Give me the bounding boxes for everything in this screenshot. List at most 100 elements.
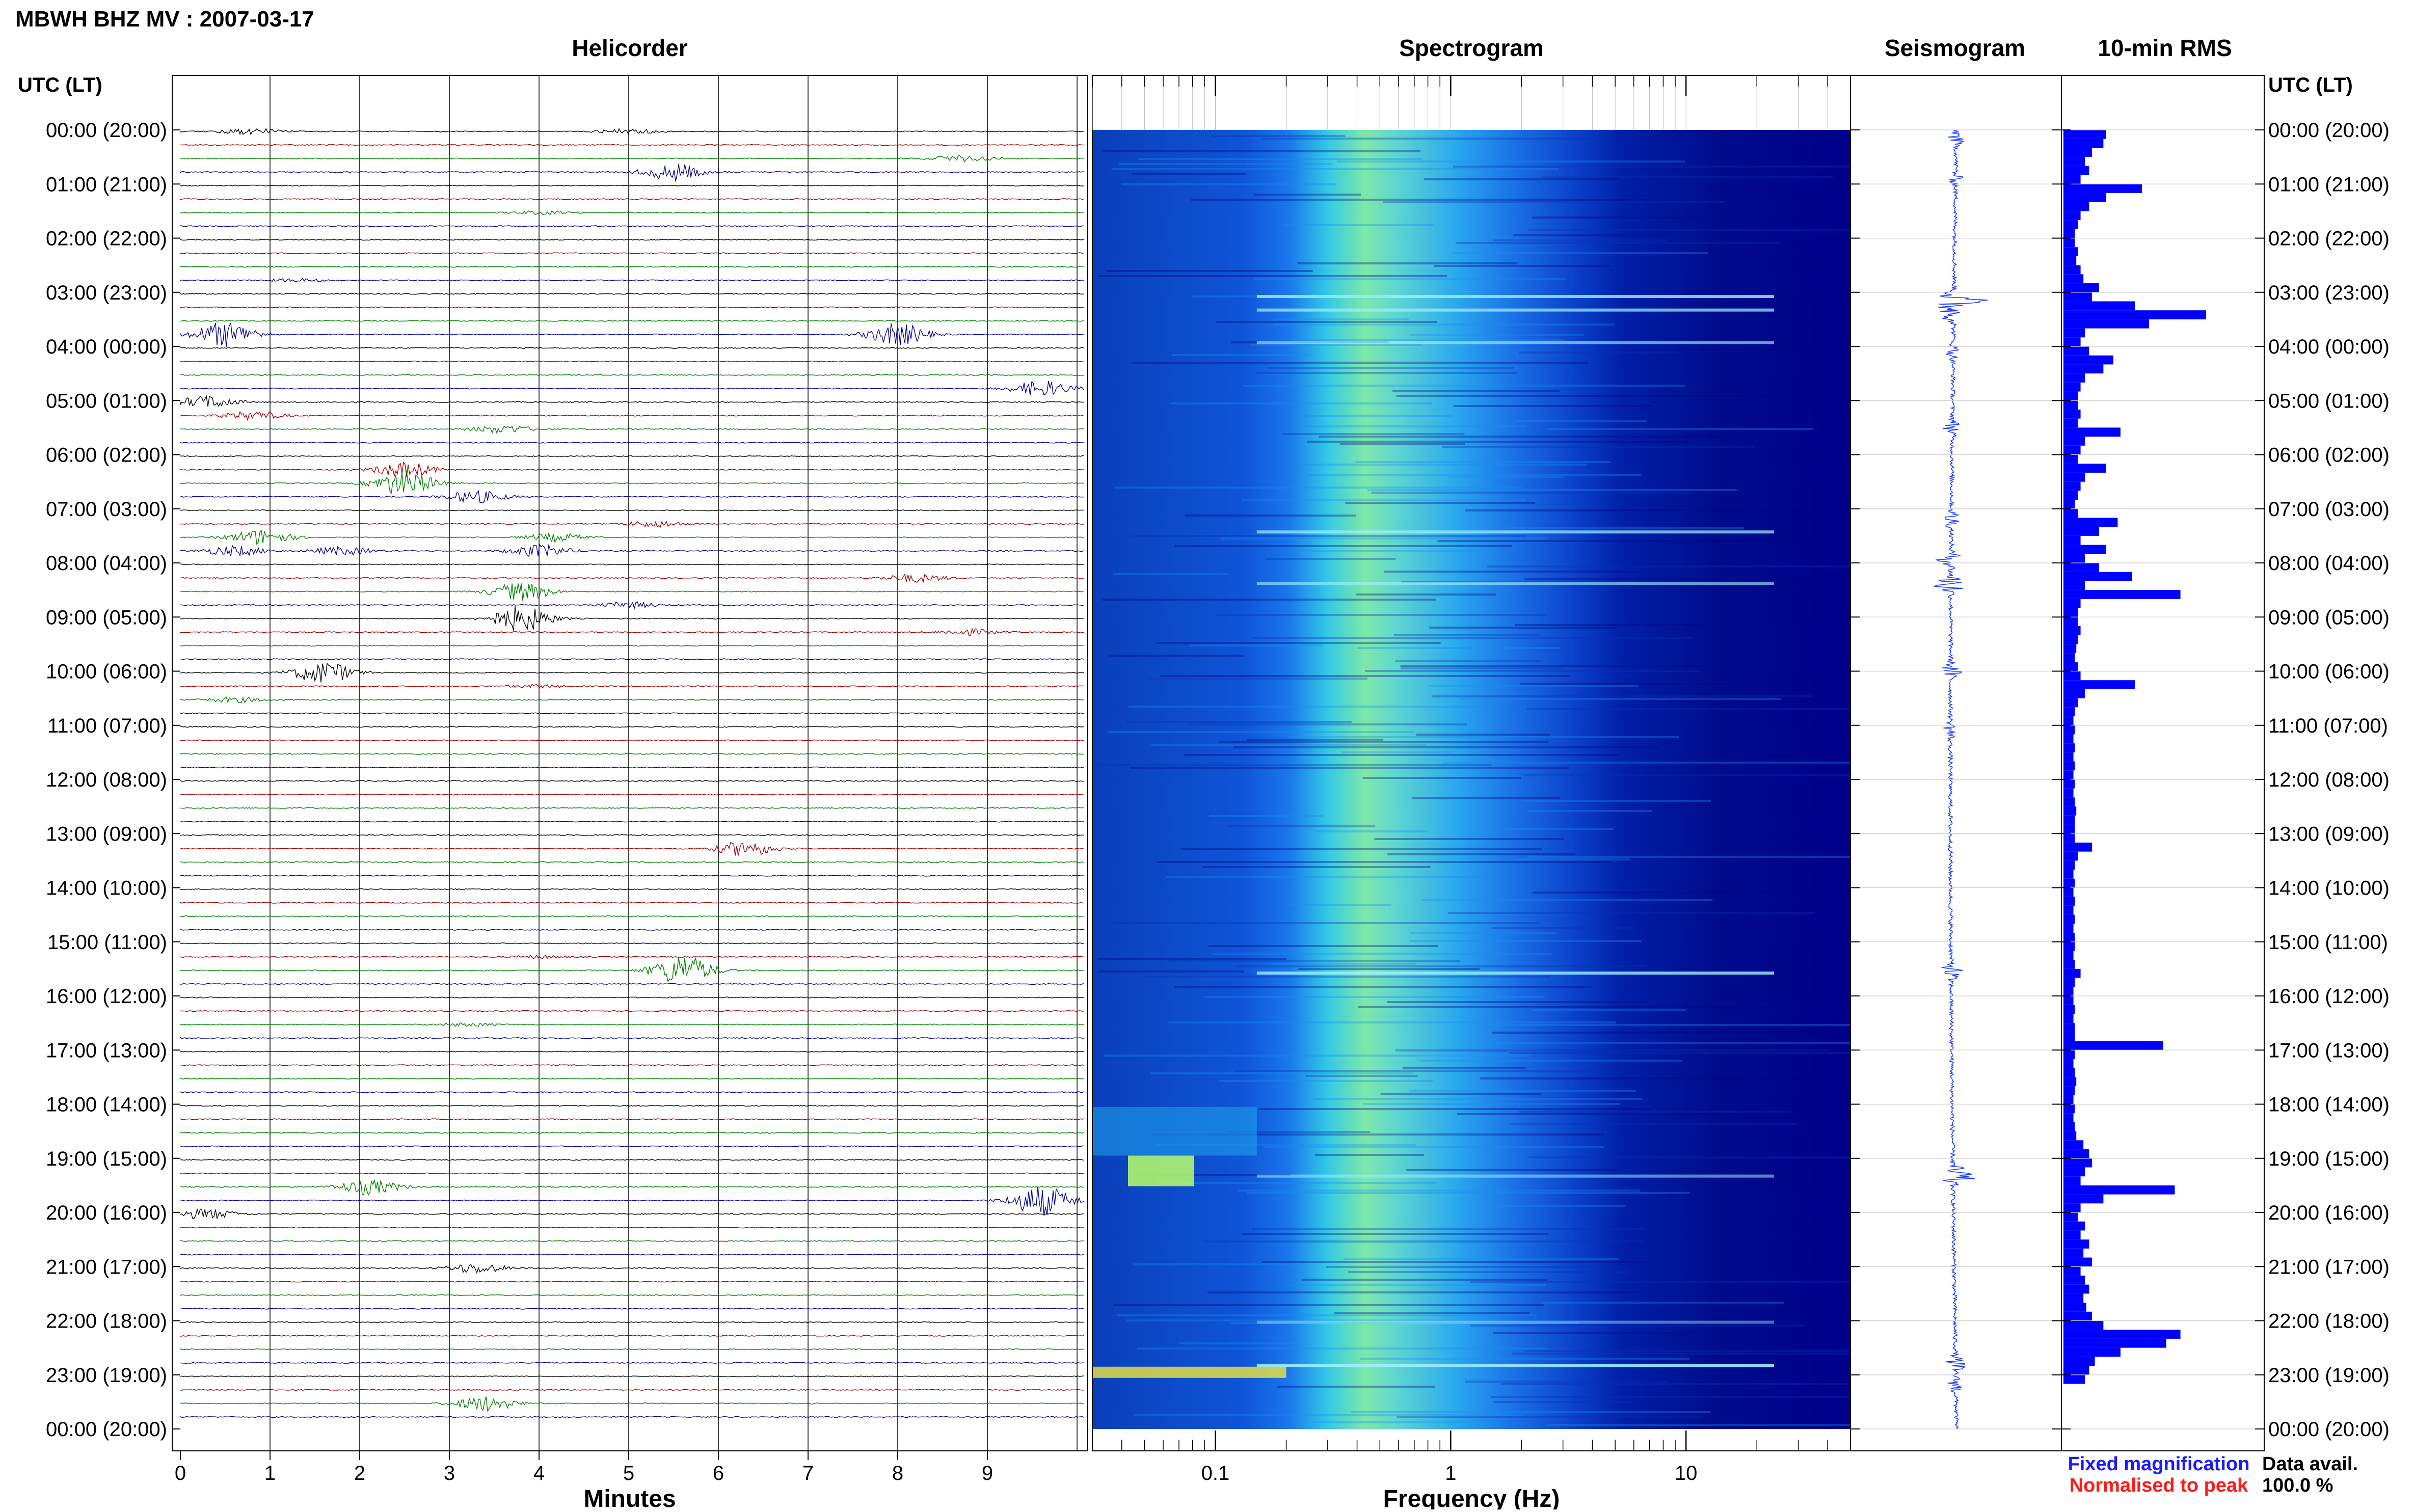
spectrogram-stripe: [1492, 1032, 1839, 1034]
rms-bar: [2063, 860, 2075, 870]
spectrogram-stripe: [1275, 323, 1615, 326]
time-tick-label-left: 14:00 (10:00): [46, 877, 167, 900]
rms-bar: [2063, 310, 2206, 319]
rms-bar: [2063, 815, 2075, 825]
spectrogram-burst: [1256, 341, 1774, 344]
helicorder-trace: [180, 1091, 1084, 1093]
spectrogram-stripe: [1102, 599, 1436, 601]
spectrogram-stripe: [1355, 461, 1611, 463]
spectrogram-stripe: [1527, 229, 1850, 231]
rms-bar: [2063, 1275, 2085, 1285]
rms-bar: [2063, 914, 2075, 924]
time-tick-label-right: 05:00 (01:00): [2268, 390, 2390, 412]
spectrogram-stripe: [1250, 344, 1422, 346]
rms-title: 10-min RMS: [2098, 35, 2232, 61]
helicorder-trace: [180, 725, 1084, 728]
spectrogram-stripe: [1242, 385, 1685, 387]
rms-bar: [2063, 590, 2181, 599]
spectrogram-stripe: [1216, 321, 1437, 323]
spectrogram-burst: [1256, 308, 1774, 312]
spectrogram-stripe: [1524, 1350, 1850, 1352]
rms-bar: [2063, 933, 2075, 942]
rms-bar: [2063, 635, 2078, 644]
rms-bar: [2063, 193, 2106, 202]
spectrogram-stripe: [1255, 372, 1517, 374]
helicorder-trace: [180, 658, 1084, 660]
helicorder-trace: [180, 1077, 1084, 1080]
rms-bar: [2063, 202, 2089, 211]
rms-bar: [2063, 689, 2085, 698]
rms-bar: [2063, 1212, 2078, 1222]
spectrogram-stripe: [1241, 499, 1526, 501]
rms-bar: [2063, 1239, 2089, 1249]
spectrogram-stripe: [1097, 275, 1447, 277]
helicorder-trace: [180, 1335, 1084, 1337]
time-tick-label-left: 07:00 (03:00): [46, 498, 167, 521]
rms-bar: [2063, 148, 2092, 157]
rms-bar: [2063, 508, 2078, 518]
spectrogram-stripe: [1395, 660, 1541, 662]
spectrogram-stripe: [1155, 1182, 1436, 1184]
spectrogram-stripe: [1393, 634, 1540, 636]
spectrogram-stripe: [1470, 1325, 1805, 1327]
minutes-tick-label: 9: [982, 1462, 993, 1484]
spectrogram-stripe: [1190, 199, 1649, 201]
spectrogram-burst: [1256, 1364, 1774, 1367]
spectrogram-stripe: [1235, 965, 1647, 967]
spectrogram-stripe: [1502, 828, 1614, 830]
spectrogram-stripe: [1521, 800, 1711, 802]
spectrogram-stripe: [1410, 932, 1557, 934]
seismogram-title: Seismogram: [1885, 35, 2025, 61]
spectrogram-stripe: [1305, 1075, 1418, 1077]
rms-bar: [2063, 897, 2075, 906]
spectrogram-stripe: [1292, 464, 1588, 466]
spectrogram-stripe: [1266, 558, 1396, 560]
rms-bar: [2063, 870, 2074, 879]
spectrogram-stripe: [1453, 166, 1850, 168]
spectrogram-stripe: [1515, 420, 1647, 422]
spectrogram-stripe: [1314, 1154, 1424, 1156]
rms-bar: [2063, 626, 2081, 635]
spectrogram-burst: [1256, 1174, 1774, 1178]
rms-bar: [2063, 175, 2081, 184]
spectrogram-stripe: [1267, 367, 1514, 369]
rms-bar: [2063, 1338, 2166, 1348]
rms-bar: [2063, 644, 2077, 654]
helicorder-trace: [180, 210, 1084, 215]
rms-bar: [2063, 734, 2074, 744]
helicorder-trace: [180, 1037, 1084, 1039]
time-tick-label-left: 01:00 (21:00): [46, 173, 167, 196]
spectrogram-stripe: [1340, 443, 1465, 445]
helicorder-trace: [180, 265, 1084, 268]
rms-bar: [2063, 1041, 2163, 1050]
rms-bar: [2063, 878, 2075, 888]
helicorder-trace: [180, 1208, 1084, 1219]
rms-bar: [2063, 788, 2074, 798]
rms-bar: [2063, 1158, 2092, 1168]
time-tick-label-right: 08:00 (04:00): [2268, 552, 2390, 575]
spectrogram-stripe: [1282, 224, 1434, 226]
helicorder-trace: [180, 1022, 1084, 1027]
time-tick-label-right: 04:00 (00:00): [2268, 336, 2390, 358]
rms-bar: [2063, 464, 2106, 473]
rms-bar: [2063, 265, 2081, 275]
spectrogram-stripe: [1254, 278, 1565, 280]
spectrogram-stripe: [1107, 731, 1414, 733]
helicorder-trace: [180, 128, 1084, 136]
spectrogram-stripe: [1114, 487, 1522, 489]
spectrogram-stripe: [1181, 848, 1542, 850]
time-tick-label-right: 10:00 (06:00): [2268, 661, 2390, 683]
spectrogram-stripe: [1133, 1414, 1523, 1416]
rms-bar: [2063, 274, 2084, 284]
helicorder-trace: [180, 1396, 1084, 1412]
spectrogram-stripe: [1501, 1383, 1850, 1385]
spectrogram-stripe: [1253, 637, 1693, 639]
spectrogram-stripe: [1227, 1131, 1371, 1133]
rms-bar: [2063, 535, 2081, 545]
spectrogram-stripe: [1166, 876, 1488, 878]
helicorder-trace: [180, 1308, 1084, 1310]
helicorder-trace: [180, 278, 1084, 282]
rms-bar: [2063, 373, 2085, 383]
rms-bar: [2063, 1320, 2104, 1330]
rms-bar: [2063, 1330, 2181, 1339]
